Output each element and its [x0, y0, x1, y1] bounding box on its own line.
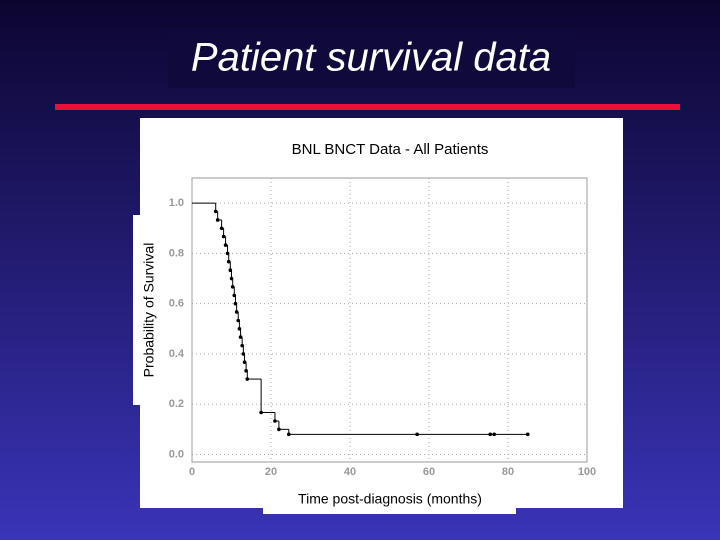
- y-axis-label: Probability of Survival: [141, 243, 157, 378]
- point: [286, 432, 291, 437]
- point: [259, 410, 263, 415]
- x-axis-label: Time post-diagnosis (months): [298, 491, 482, 507]
- y-tick-label: 0.0: [169, 448, 184, 460]
- point: [237, 326, 242, 331]
- point: [234, 310, 239, 314]
- y-tick-label: 0.8: [169, 247, 184, 259]
- y-tick-label: 0.2: [169, 398, 184, 410]
- point: [219, 226, 224, 231]
- y-tick-label: 0.4: [169, 348, 185, 360]
- point: [221, 234, 226, 239]
- chart-panel: [140, 118, 623, 508]
- point: [238, 335, 243, 339]
- point: [226, 259, 231, 264]
- point: [240, 343, 244, 348]
- point: [232, 293, 237, 298]
- point: [277, 427, 281, 432]
- y-tick-label: 0.6: [169, 298, 184, 310]
- x-tick-label: 80: [502, 466, 514, 478]
- point: [488, 432, 493, 437]
- title-box: [168, 30, 575, 88]
- point: [241, 352, 246, 356]
- x-tick-label: 40: [344, 466, 356, 478]
- x-tick-label: 60: [423, 466, 435, 478]
- point: [233, 301, 238, 306]
- slide-title: Patient survival data: [191, 36, 551, 80]
- point: [213, 209, 218, 214]
- point: [245, 377, 250, 381]
- point: [228, 268, 233, 273]
- point: [242, 360, 247, 365]
- point: [492, 432, 496, 437]
- chart-title: BNL BNCT Data - All Patients: [292, 141, 489, 158]
- point: [225, 251, 230, 256]
- x-label-box: [263, 488, 516, 514]
- x-tick-label: 100: [578, 466, 596, 478]
- point: [215, 218, 220, 222]
- point: [525, 432, 530, 437]
- divider: [55, 104, 680, 110]
- x-tick-label: 20: [265, 466, 277, 478]
- x-tick-label: 0: [189, 466, 195, 478]
- y-label-box: [133, 215, 160, 405]
- point: [273, 419, 277, 423]
- plot-frame: [191, 177, 588, 463]
- point: [236, 318, 241, 323]
- point: [229, 276, 234, 281]
- point: [223, 243, 228, 247]
- point: [230, 285, 235, 289]
- point: [244, 368, 248, 373]
- point: [415, 432, 419, 437]
- y-tick-label: 1.0: [169, 197, 184, 209]
